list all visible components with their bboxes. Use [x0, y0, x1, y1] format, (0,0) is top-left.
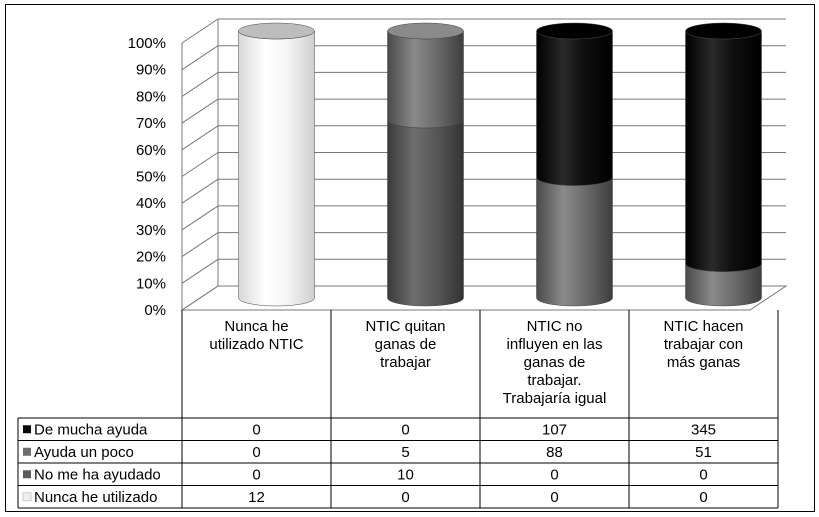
category-label: NTIC quitan: [365, 318, 445, 335]
y-tick-label: 70%: [136, 115, 166, 132]
y-tick-label: 10%: [136, 275, 166, 292]
data-table-cell: 0: [550, 489, 558, 506]
bar-segment: [685, 30, 762, 272]
data-table-cell: 0: [550, 466, 558, 483]
data-table-cell: 51: [695, 444, 712, 461]
data-table-cell: 0: [699, 489, 707, 506]
gridline-side: [181, 232, 219, 258]
category-label: Nunca he: [224, 318, 288, 335]
data-table-cell: 0: [401, 489, 409, 506]
category-label: ganas de: [524, 354, 586, 371]
gridline-side: [181, 178, 219, 204]
gridline-side: [181, 152, 219, 177]
bar-top-cap: [685, 22, 762, 40]
gridline-side: [181, 18, 219, 44]
legend-label: De mucha ayuda: [34, 421, 148, 438]
category-label: trabajar.: [527, 372, 581, 389]
gridline-side: [181, 98, 219, 124]
bar-top-cap: [238, 22, 315, 40]
y-tick-label: 60%: [136, 142, 166, 159]
gridline-side: [181, 125, 219, 151]
bar-top-cap: [387, 22, 464, 40]
category-label: ganas de: [375, 336, 437, 353]
y-tick-label: 20%: [136, 249, 166, 266]
bar-segment: [536, 177, 613, 307]
data-table-cell: 5: [401, 444, 409, 461]
data-table-cell: 107: [542, 421, 567, 438]
data-table-cell: 0: [699, 466, 707, 483]
category-label: Trabajaría igual: [503, 390, 607, 407]
y-tick-label: 0%: [144, 302, 166, 319]
gridline-side: [181, 258, 219, 284]
category-label: influyen en las: [507, 336, 603, 353]
chart-frame: 0% 10% 20% 30% 40% 50% 60% 70% 80% 90% 100% Nunca …: [5, 4, 815, 512]
data-table-cell: 0: [401, 421, 409, 438]
gridline-side: [181, 205, 219, 231]
data-table-cell: 10: [397, 466, 414, 483]
legend-swatch: [23, 470, 31, 479]
chart-area: 0% 10% 20% 30% 40% 50% 60% 70% 80% 90% 100% Nunca …: [17, 18, 788, 509]
legend-label: No me ha ayudado: [34, 466, 161, 483]
y-tick-label: 80%: [136, 88, 166, 105]
bar-segment: [238, 30, 315, 307]
gridline-side: [181, 45, 219, 71]
legend-swatch: [23, 425, 31, 434]
data-table-cell: 0: [252, 466, 260, 483]
y-axis-ticks: 0% 10% 20% 30% 40% 50% 60% 70% 80% 90% 100%: [128, 35, 166, 319]
y-tick-label: 40%: [136, 195, 166, 212]
category-label: NTIC no: [527, 318, 583, 335]
category-label: trabajar con: [664, 336, 743, 353]
gridline-side: [181, 71, 219, 97]
data-table-cell: 88: [546, 444, 563, 461]
category-label: más ganas: [667, 354, 740, 371]
legend-label: Ayuda un poco: [34, 444, 134, 461]
data-table-cell: 0: [252, 421, 260, 438]
bar-segment: [387, 30, 464, 129]
data-table-cell: 345: [691, 421, 716, 438]
bars: [238, 22, 762, 307]
y-tick-label: 30%: [136, 222, 166, 239]
y-tick-label: 90%: [136, 62, 166, 79]
bar-top-cap: [536, 22, 613, 40]
y-tick-label: 50%: [136, 169, 166, 186]
legend-swatch: [22, 492, 32, 502]
y-tick-label: 100%: [128, 35, 166, 52]
bar-segment: [536, 30, 613, 186]
category-label: trabajar: [380, 354, 431, 371]
category-label: NTIC hacen: [663, 318, 743, 335]
legend-label: Nunca he utilizado: [34, 489, 157, 506]
floor: [180, 285, 788, 311]
category-label: utilizado NTIC: [209, 336, 303, 353]
bar-segment: [387, 119, 464, 307]
data-table-cell: 12: [248, 489, 265, 506]
data-table-cell: 0: [252, 444, 260, 461]
legend-swatch: [23, 447, 31, 456]
